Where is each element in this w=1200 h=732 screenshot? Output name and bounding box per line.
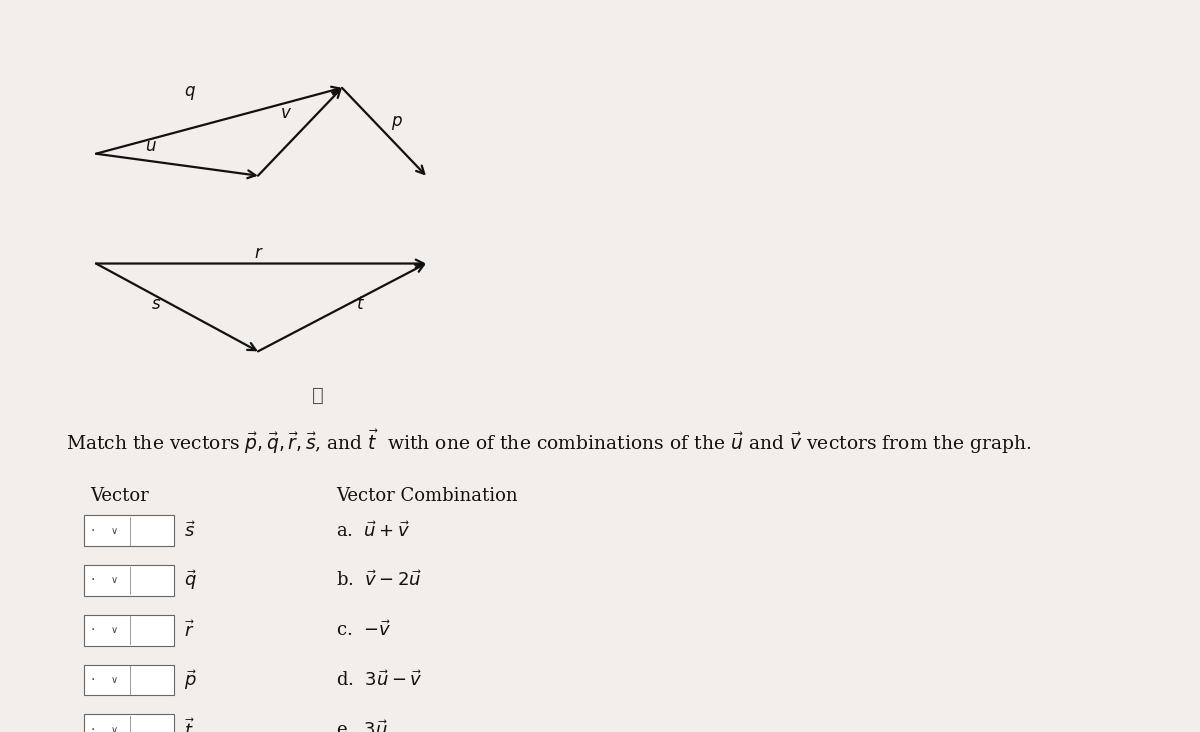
Text: $\vec{s}$: $\vec{s}$ (184, 520, 196, 541)
Text: ∨: ∨ (110, 675, 118, 685)
Text: 🔍: 🔍 (312, 386, 324, 405)
FancyBboxPatch shape (84, 615, 174, 646)
Text: ·: · (90, 573, 95, 588)
FancyBboxPatch shape (84, 714, 174, 732)
Text: q: q (185, 83, 194, 100)
Text: ∨: ∨ (110, 725, 118, 732)
Text: t: t (356, 295, 364, 313)
Text: ·: · (90, 623, 95, 638)
Text: $\vec{q}$: $\vec{q}$ (184, 569, 197, 592)
Text: ·: · (90, 722, 95, 732)
Text: e.  $3\vec{u}$: e. $3\vec{u}$ (336, 720, 388, 732)
Text: d.  $3\vec{u} - \vec{v}$: d. $3\vec{u} - \vec{v}$ (336, 670, 422, 690)
FancyBboxPatch shape (84, 565, 174, 596)
Text: s: s (151, 295, 161, 313)
FancyBboxPatch shape (84, 515, 174, 546)
Text: $\vec{t}$: $\vec{t}$ (184, 718, 194, 732)
Text: r: r (254, 244, 262, 261)
Text: u: u (145, 138, 155, 155)
Text: ∨: ∨ (110, 625, 118, 635)
Text: ∨: ∨ (110, 575, 118, 586)
FancyBboxPatch shape (84, 665, 174, 695)
Text: c.  $-\vec{v}$: c. $-\vec{v}$ (336, 620, 391, 640)
Text: p: p (391, 112, 401, 130)
Text: ·: · (90, 673, 95, 687)
Text: $\vec{r}$: $\vec{r}$ (184, 620, 194, 640)
Text: v: v (281, 105, 290, 122)
Text: a.  $\vec{u} + \vec{v}$: a. $\vec{u} + \vec{v}$ (336, 520, 410, 541)
Text: b.  $\vec{v} - 2\vec{u}$: b. $\vec{v} - 2\vec{u}$ (336, 570, 421, 591)
Text: Match the vectors $\vec{p},\vec{q},\vec{r},\vec{s}$, and $\vec{t}$  with one of : Match the vectors $\vec{p},\vec{q},\vec{… (66, 428, 1032, 456)
Text: ·: · (90, 523, 95, 538)
Text: $\vec{p}$: $\vec{p}$ (184, 668, 197, 692)
Text: ∨: ∨ (110, 526, 118, 536)
Text: Vector Combination: Vector Combination (336, 487, 517, 505)
Text: Vector: Vector (90, 487, 149, 505)
